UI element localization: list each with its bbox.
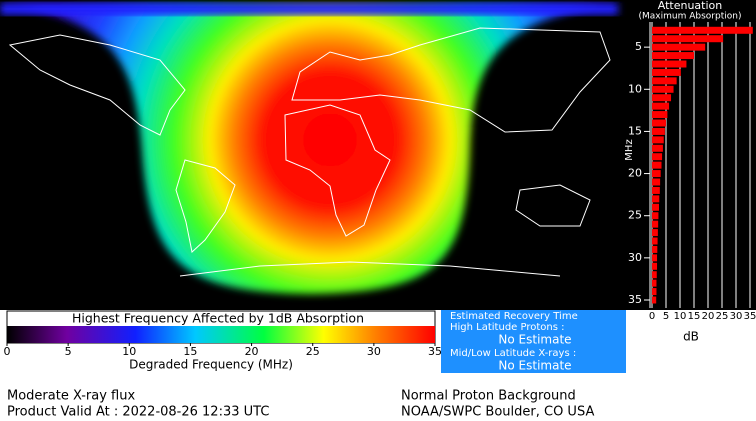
bar [652, 178, 661, 186]
colorbar-label: Degraded Frequency (MHz) [129, 358, 293, 372]
colorbar-tick-label: 0 [4, 345, 11, 358]
bar [652, 85, 674, 93]
x-tick-label: 0 [649, 311, 655, 322]
x-tick-label: 20 [702, 311, 715, 322]
high-latitude-label: High Latitude Protons : [450, 322, 565, 333]
recovery-box [441, 310, 626, 373]
bar [652, 144, 663, 152]
x-tick-label: 5 [663, 311, 669, 322]
high-latitude-value: No Estimate [498, 333, 571, 347]
bar [652, 237, 658, 245]
footer-right: Normal Proton Background [401, 389, 576, 404]
absorption-map [0, 3, 618, 294]
bar [652, 119, 666, 127]
footer-left: Moderate X-ray flux [7, 389, 135, 404]
footer-left: Product Valid At : 2022-08-26 12:33 UTC [7, 405, 269, 420]
colorbar-tick-label: 25 [306, 345, 320, 358]
recovery-title: Estimated Recovery Time [450, 311, 578, 322]
y-axis-label: MHz [624, 139, 635, 160]
y-tick-label: 20 [628, 167, 642, 180]
bar [652, 35, 724, 43]
bar [652, 136, 664, 144]
attenuation-subtitle: (Maximum Absorption) [639, 12, 742, 22]
x-tick-label: 30 [730, 311, 743, 322]
colorbar-tick-label: 15 [183, 345, 197, 358]
colorbar-tick-label: 30 [367, 345, 381, 358]
colorbar-tick-label: 5 [65, 345, 72, 358]
bar [652, 212, 659, 220]
x-tick-label: 35 [744, 311, 756, 322]
x-tick-label: 25 [716, 311, 729, 322]
bar [652, 26, 753, 34]
bar [652, 102, 670, 110]
y-tick-label: 5 [635, 40, 642, 53]
bar [652, 254, 658, 262]
bar [652, 296, 657, 304]
bar [652, 170, 661, 178]
bar [652, 43, 706, 51]
bar [652, 279, 657, 287]
bar [652, 220, 659, 228]
x-tick-label: 10 [674, 311, 687, 322]
low-latitude-value: No Estimate [498, 359, 571, 373]
colorbar-tick-label: 20 [245, 345, 259, 358]
bar [652, 229, 658, 237]
colorbar-title: Highest Frequency Affected by 1dB Absorp… [72, 311, 364, 326]
bar [652, 68, 681, 76]
bar [652, 52, 694, 60]
bar [652, 153, 663, 161]
bar [652, 161, 662, 169]
y-tick-label: 30 [628, 251, 642, 264]
bar [652, 195, 660, 203]
attenuation-title: Attenuation [658, 0, 723, 12]
bar [652, 111, 668, 119]
bar [652, 245, 658, 253]
bar [652, 262, 658, 270]
colorbar-tick-label: 35 [428, 345, 442, 358]
colorbar [7, 326, 435, 343]
bar [652, 186, 660, 194]
x-tick-label: 15 [688, 311, 701, 322]
y-tick-label: 10 [628, 82, 642, 95]
y-tick-label: 15 [628, 124, 642, 137]
footer-right: NOAA/SWPC Boulder, CO USA [401, 405, 594, 420]
bar [652, 271, 657, 279]
y-tick-label: 25 [628, 209, 642, 222]
low-latitude-label: Mid/Low Latitude X-rays : [450, 348, 576, 359]
bar [652, 94, 672, 102]
colorbar-tick-label: 10 [122, 345, 136, 358]
bar [652, 203, 659, 211]
bar [652, 127, 665, 135]
bar [652, 288, 657, 296]
bar [652, 77, 677, 85]
y-tick-label: 35 [628, 293, 642, 306]
bar [652, 60, 687, 68]
x-axis-label: dB [683, 330, 699, 344]
attenuation-plot-area [622, 22, 756, 310]
